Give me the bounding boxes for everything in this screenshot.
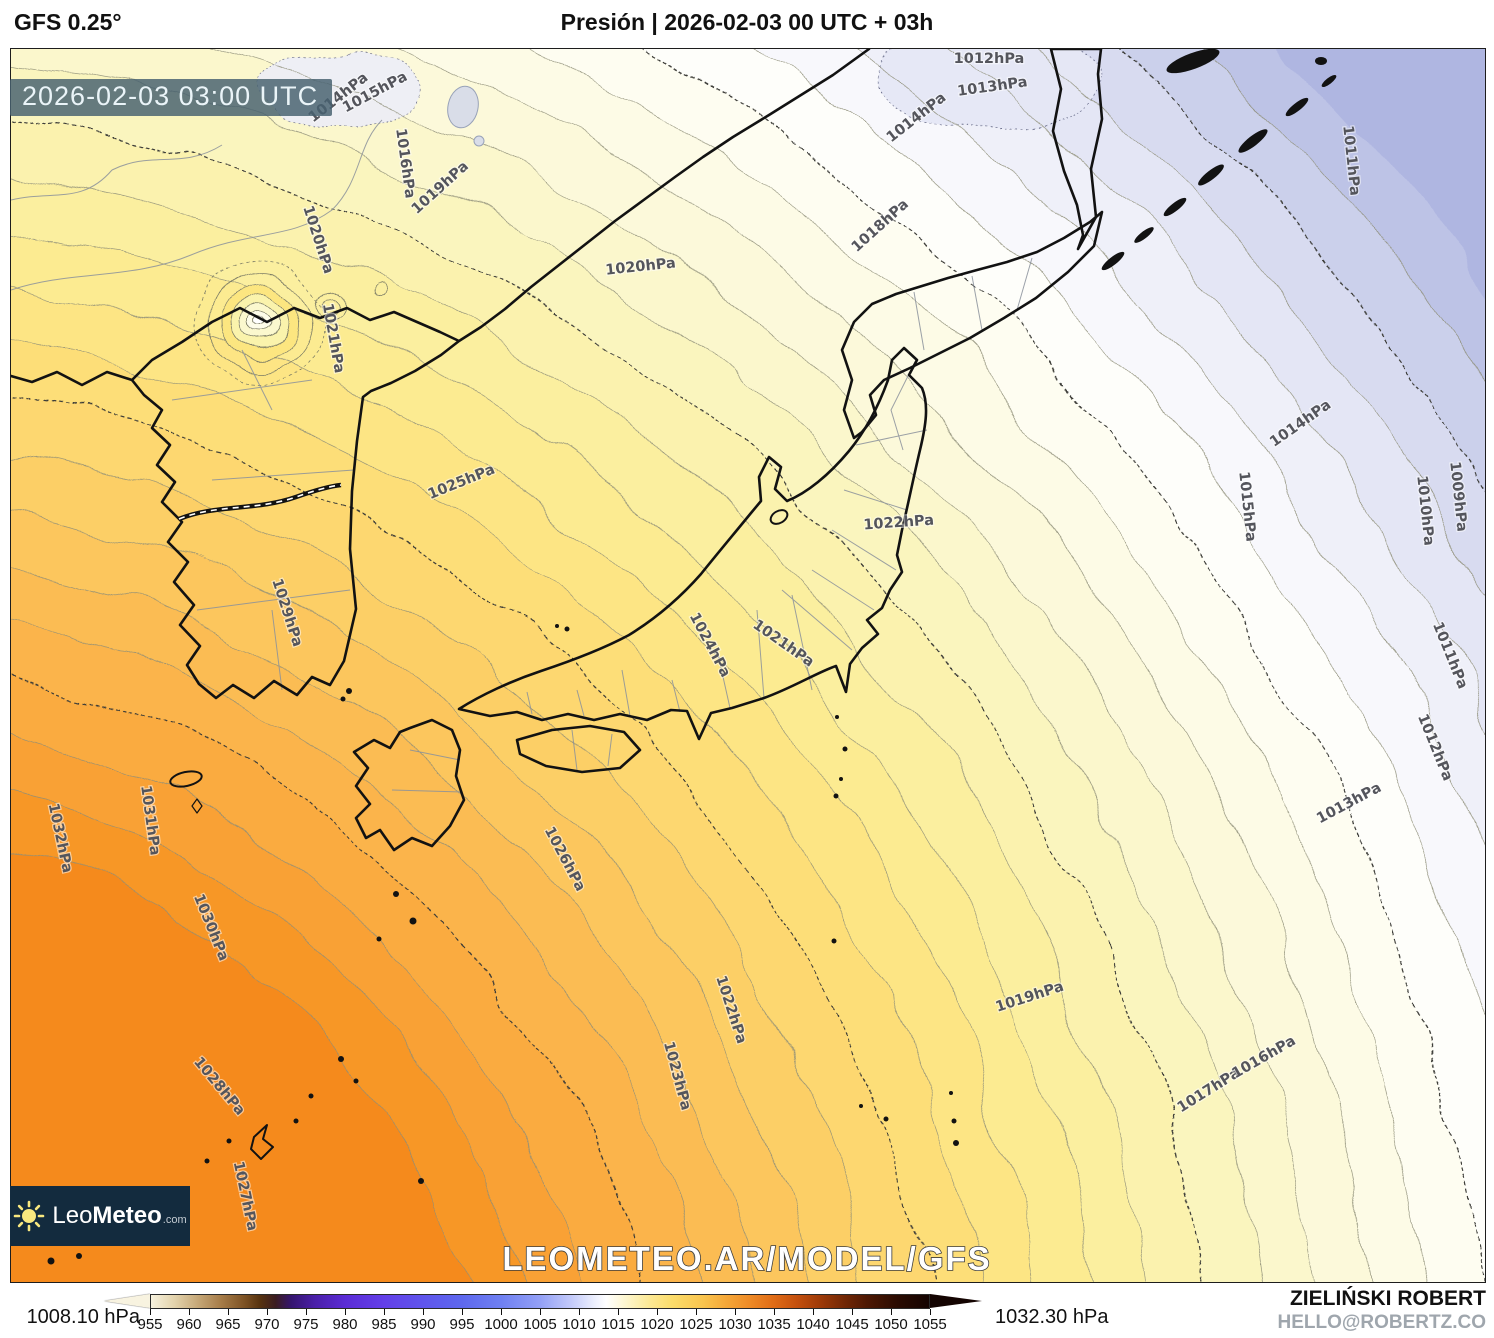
timestamp-overlay: 2026-02-03 03:00 UTC — [10, 79, 333, 116]
colorbar-tick — [696, 1309, 697, 1315]
colorbar-tick-label: 985 — [371, 1316, 397, 1333]
colorbar-tick — [345, 1309, 346, 1315]
colorbar-tick — [891, 1309, 892, 1315]
colorbar-tick-label: 1010 — [562, 1316, 596, 1333]
coast-okinawa — [250, 1124, 274, 1160]
colorbar-tick-label: 980 — [332, 1316, 358, 1333]
colorbar-tick-label: 965 — [215, 1316, 241, 1333]
colorbar-tick — [501, 1309, 502, 1315]
colorbar-tick-label: 975 — [293, 1316, 319, 1333]
colorbar-tick-label: 1015 — [601, 1316, 635, 1333]
admin-borders — [11, 119, 1033, 793]
colorbar-tick — [150, 1309, 151, 1315]
colorbar-tick-label: 960 — [176, 1316, 202, 1333]
lake-khanka — [447, 85, 485, 147]
island-jeju — [169, 770, 203, 788]
colorbar-tick — [267, 1309, 268, 1315]
watermark: LEOMETEO.AR/MODEL/GFS — [502, 1239, 992, 1278]
colorbar-tick — [540, 1309, 541, 1315]
coast-hokkaido — [840, 210, 1104, 440]
author-credit: ZIELIŃSKI ROBERT — [1289, 1287, 1486, 1310]
colorbar-tick-label: 1045 — [835, 1316, 869, 1333]
coast-kyushu — [352, 718, 466, 852]
model-label: GFS 0.25° — [14, 9, 122, 35]
colorbar-tick — [618, 1309, 619, 1315]
colorbar-tick-label: 1050 — [874, 1316, 908, 1333]
colorbar-tick-label: 1040 — [796, 1316, 830, 1333]
logo-text: LeoMeteo.com — [52, 1202, 187, 1229]
island-sado — [769, 509, 789, 525]
leometeo-logo: LeoMeteo.com — [10, 1186, 190, 1246]
pressure-field — [11, 49, 1485, 1282]
page-title: Presión | 2026-02-03 00 UTC + 03h — [560, 9, 934, 35]
colorbar-over-arrow — [930, 1294, 982, 1308]
isobar-label: 1012hPa — [954, 51, 1025, 67]
colorbar-tick-label: 990 — [410, 1316, 436, 1333]
pressure-map-canvas: 1012hPa1013hPa1014hPa1014hPa1015hPa1016h… — [11, 49, 1485, 1282]
coast-china — [11, 370, 134, 387]
colorbar-tick-label: 1025 — [679, 1316, 713, 1333]
colorbar-tick — [306, 1309, 307, 1315]
colorbar-under-arrow — [104, 1294, 150, 1308]
island-small — [191, 798, 203, 814]
colorbar-tick-label: 955 — [137, 1316, 163, 1333]
dmz-border — [178, 482, 342, 522]
colorbar-min-label: 1008.10 hPa — [26, 1306, 140, 1328]
coast-mainland-korea — [130, 49, 871, 700]
colorbar-tick-label: 1020 — [640, 1316, 674, 1333]
colorbar-tick — [735, 1309, 736, 1315]
colorbar-tick — [813, 1309, 814, 1315]
coastlines — [11, 49, 1104, 1160]
colorbar-tick — [657, 1309, 658, 1315]
colorbar-tick-label: 995 — [449, 1316, 475, 1333]
coast-sakhalin — [1049, 49, 1104, 251]
colorbar-tick — [774, 1309, 775, 1315]
isobar-label: 1022hPa — [863, 513, 935, 534]
colorbar-tick-label: 1005 — [523, 1316, 557, 1333]
colorbar-tick-label: 1000 — [484, 1316, 518, 1333]
colorbar-max-label: 1032.30 hPa — [995, 1306, 1109, 1328]
colorbar-tick — [228, 1309, 229, 1315]
colorbar-tick — [384, 1309, 385, 1315]
colorbar-tick — [189, 1309, 190, 1315]
author-email: HELLO@ROBERTZ.CO — [1277, 1312, 1486, 1333]
colorbar-tick — [462, 1309, 463, 1315]
sun-icon — [14, 1200, 45, 1232]
colorbar-tick-label: 1055 — [913, 1316, 947, 1333]
colorbar-tick — [579, 1309, 580, 1315]
colorbar — [150, 1294, 930, 1309]
pressure-map: 1012hPa 1013hPa 1014hPa 1014hPa 1015hPa 1016h… — [10, 48, 1486, 1283]
colorbar-tick — [852, 1309, 853, 1315]
colorbar-tick-label: 970 — [254, 1316, 280, 1333]
local-pressure-bullseye — [198, 258, 387, 384]
colorbar-tick — [930, 1309, 931, 1315]
coast-shikoku — [515, 724, 642, 774]
small-islands — [47, 49, 1337, 1265]
colorbar-tick-label: 1030 — [718, 1316, 752, 1333]
colorbar-tick — [423, 1309, 424, 1315]
colorbar-tick-label: 1035 — [757, 1316, 791, 1333]
